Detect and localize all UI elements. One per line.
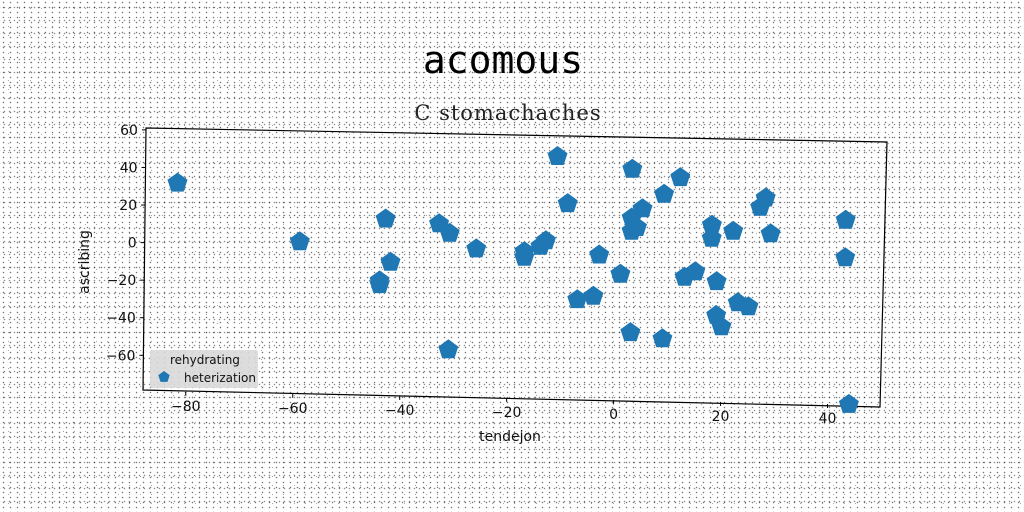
scatter-point [620, 322, 641, 342]
scatter-point [685, 261, 706, 281]
scatter-point [466, 238, 487, 258]
chart-subtitle: C stomachaches [414, 101, 601, 125]
scatter-point [701, 227, 722, 247]
scatter-point [535, 230, 556, 250]
x-axis-label: tendejon [479, 429, 541, 445]
scatter-point [760, 223, 781, 243]
scatter-point [289, 231, 310, 251]
x-tick-label: 0 [609, 407, 618, 423]
scatter-point [835, 247, 856, 267]
scatter-point [652, 328, 673, 348]
scatter-point [380, 251, 401, 271]
scatter-point [589, 244, 610, 264]
scatter-point [755, 187, 776, 207]
legend-label-heterization: heterization [184, 371, 256, 385]
scatter-point [706, 271, 727, 291]
x-tick-label: −20 [492, 405, 522, 421]
scatter-point [723, 220, 744, 240]
scatter-point [567, 289, 588, 309]
y-tick-label: −60 [106, 348, 136, 364]
legend-marker-shape [158, 371, 170, 382]
scatter-point [610, 263, 631, 283]
scatter-point [583, 285, 604, 305]
legend-label-rehydrating: rehydrating [170, 353, 240, 367]
scatter-point [375, 208, 396, 228]
plot-frame [142, 127, 888, 408]
scatter-point [627, 217, 647, 236]
y-tick-label: −20 [107, 273, 137, 289]
chart-title: acomous [423, 38, 583, 82]
scatter-point [438, 339, 459, 359]
y-tick-label: 40 [120, 160, 138, 176]
x-tick-label: 20 [712, 409, 730, 425]
legend: rehydrating heterization [150, 350, 258, 388]
x-tick-label: 40 [819, 411, 837, 427]
scatter-point [701, 214, 722, 234]
legend-box [150, 350, 258, 388]
legend-pentagon-marker [158, 371, 170, 382]
scatter-point [622, 158, 643, 178]
scatter-point [547, 146, 568, 165]
scatter-point [632, 198, 653, 218]
x-tick-label: −80 [171, 399, 201, 415]
scatter-point [167, 172, 188, 192]
y-tick-label: 0 [128, 236, 137, 252]
axis-ticks: −80 −60 −40 −20 0 20 40 −60 −40 −20 0 20 40 60 [106, 123, 837, 427]
scatter-point [514, 246, 535, 266]
scatter-point [711, 316, 732, 336]
y-axis-label: ascribing [77, 230, 93, 294]
y-tick-label: 60 [120, 123, 138, 139]
scatter-point [838, 393, 859, 413]
scatter-point [835, 209, 856, 229]
x-tick-label: −60 [278, 401, 308, 417]
scatter-point [369, 274, 390, 294]
y-tick-label: 20 [119, 198, 137, 214]
data-points [167, 146, 859, 413]
scatter-point [670, 167, 691, 187]
scatter-point [439, 222, 460, 242]
x-tick-label: −40 [385, 403, 415, 419]
scatter-point [654, 183, 675, 203]
scatter-point [738, 296, 759, 316]
y-tick-label: −40 [106, 311, 136, 327]
scatter-point [557, 193, 578, 213]
